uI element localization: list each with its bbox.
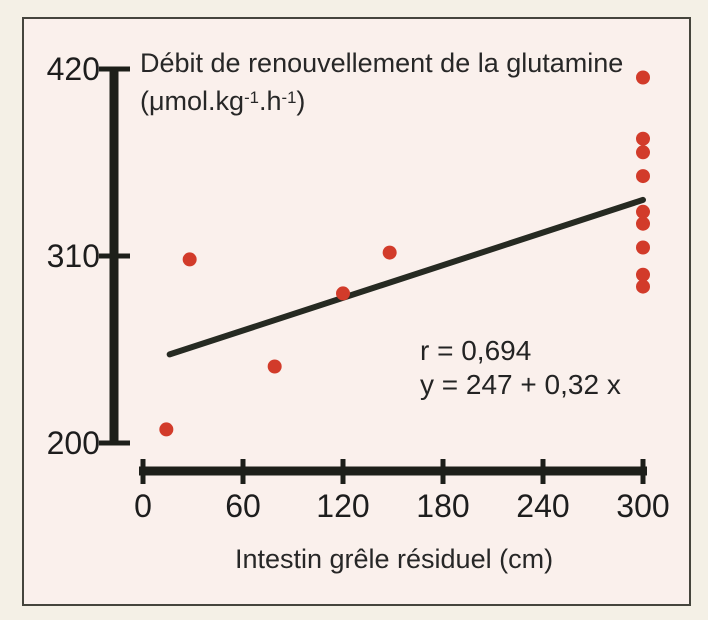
data-point: [636, 131, 650, 146]
data-point: [636, 70, 650, 85]
data-point: [636, 240, 650, 255]
x-tick-label: 120: [316, 488, 370, 524]
data-point: [636, 267, 650, 282]
data-point: [267, 359, 282, 374]
stats-annotation: r = 0,694 y = 247 + 0,32 x: [420, 334, 621, 402]
unit-mid: .h: [258, 86, 282, 116]
data-point: [159, 422, 174, 437]
data-point: [636, 204, 650, 219]
unit-close: ): [296, 86, 306, 116]
unit-exponent-2: -1: [281, 87, 297, 107]
x-axis-title: Intestin grêle résiduel (cm): [234, 544, 554, 574]
regression-equation: y = 247 + 0,32 x: [420, 369, 621, 400]
data-point: [636, 145, 650, 160]
figure-panel: [22, 17, 691, 606]
data-point: [636, 169, 650, 184]
unit-open: (μmol.kg: [140, 86, 245, 116]
chart-title: Débit de renouvellement de la glutamine …: [140, 44, 623, 124]
data-point: [382, 245, 397, 260]
y-tick-label: 420: [46, 51, 100, 87]
x-tick-label: 240: [516, 488, 570, 524]
x-tick-label: 60: [225, 488, 261, 524]
regression-line: [166, 196, 646, 358]
data-point: [182, 252, 197, 267]
x-tick-label: 0: [134, 488, 152, 524]
y-tick-label: 310: [46, 238, 100, 274]
x-tick-label: 300: [616, 488, 670, 524]
correlation-coefficient: r = 0,694: [420, 335, 532, 366]
data-point: [636, 279, 650, 294]
data-point: [636, 216, 650, 231]
x-tick-label: 180: [416, 488, 470, 524]
unit-exponent-1: -1: [244, 87, 259, 107]
chart-title-line1: Débit de renouvellement de la glutamine: [140, 48, 624, 78]
chart-unit-label: (μmol.kg-1.h-1): [140, 82, 623, 124]
data-point: [336, 286, 350, 301]
y-tick-label: 200: [46, 425, 100, 461]
